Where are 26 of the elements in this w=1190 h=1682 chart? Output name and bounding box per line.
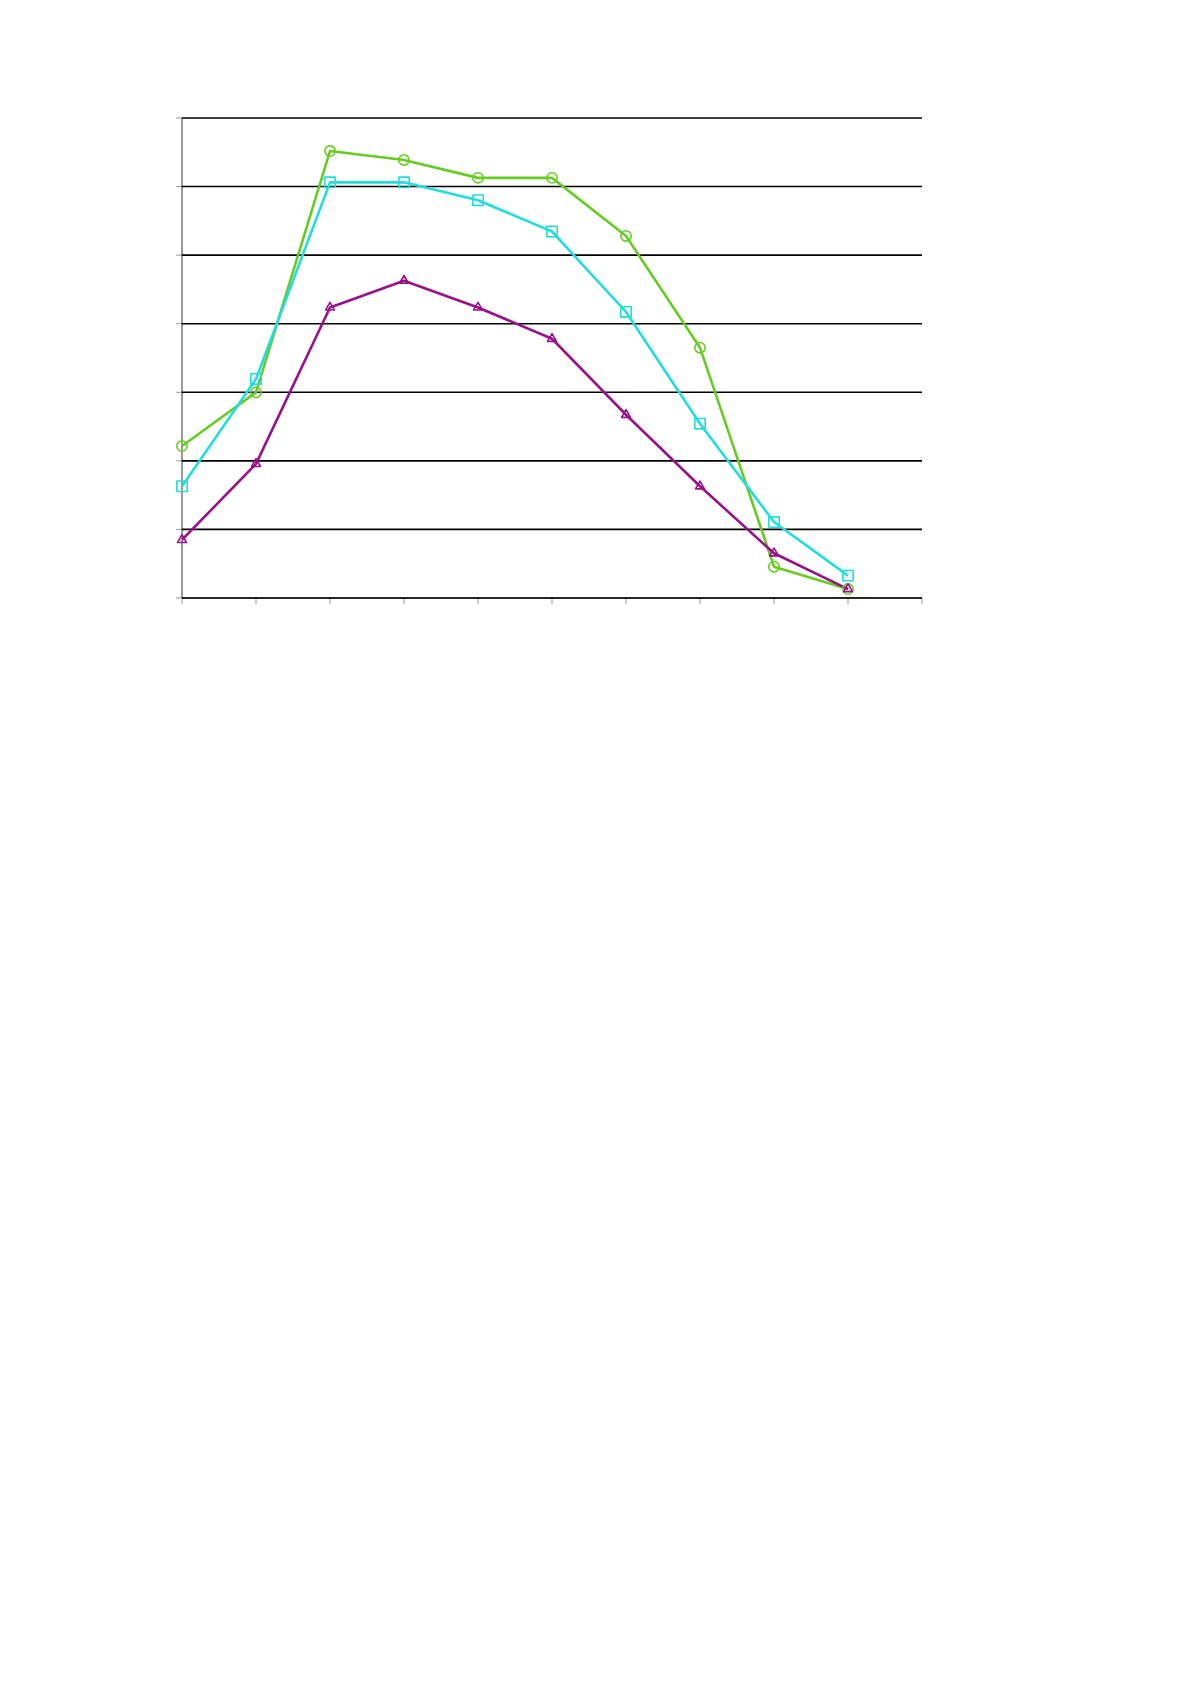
point [324, 145, 336, 158]
point [398, 154, 410, 166]
point [398, 176, 410, 189]
point [472, 171, 484, 184]
point [842, 569, 854, 582]
point [176, 480, 188, 493]
point [250, 386, 262, 399]
point [694, 341, 706, 354]
point [620, 229, 632, 242]
point [472, 301, 484, 311]
point [694, 480, 706, 490]
point [250, 373, 262, 385]
point [250, 457, 262, 468]
point [694, 417, 706, 430]
point [546, 225, 558, 238]
point [620, 408, 632, 419]
point [546, 171, 558, 184]
point [324, 176, 336, 189]
point [768, 547, 780, 557]
point [546, 332, 558, 343]
point [620, 305, 632, 318]
point [324, 301, 336, 311]
point [398, 274, 410, 285]
point [768, 516, 780, 528]
point [768, 560, 780, 573]
point [472, 194, 484, 207]
